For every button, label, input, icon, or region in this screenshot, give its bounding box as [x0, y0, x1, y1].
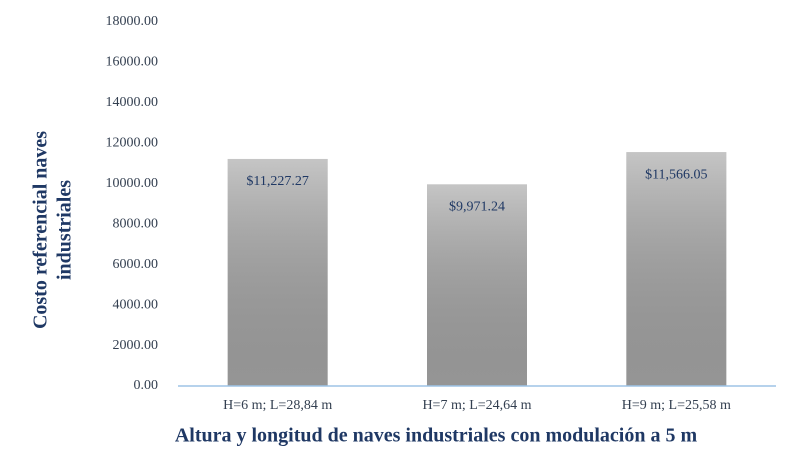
- y-tick-label: 0.00: [134, 378, 159, 393]
- y-axis-title-line: industriales: [54, 180, 76, 280]
- bar-shade: [626, 152, 727, 386]
- y-tick-label: 12000.00: [106, 136, 159, 151]
- bar-group: [626, 152, 727, 386]
- y-tick-label: 16000.00: [106, 55, 159, 70]
- bar-group: [427, 184, 527, 386]
- x-tick-label: H=9 m; L=25,58 m: [622, 398, 731, 413]
- data-label: $9,971.24: [449, 200, 505, 215]
- y-tick-label: 4000.00: [113, 297, 159, 312]
- y-tick-label: 6000.00: [113, 257, 159, 272]
- y-tick-label: 10000.00: [106, 176, 159, 191]
- y-axis-title: Costo referencial naves industriales: [30, 131, 76, 329]
- data-label: $11,566.05: [645, 167, 707, 182]
- x-tick-label: H=6 m; L=28,84 m: [223, 398, 332, 413]
- x-tick-label: H=7 m; L=24,64 m: [422, 398, 531, 413]
- y-tick-label: 2000.00: [113, 338, 159, 353]
- bar-group: [227, 158, 328, 386]
- data-label: $11,227.27: [246, 174, 308, 189]
- x-axis-title: Altura y longitud de naves industriales …: [175, 425, 698, 447]
- y-tick-label: 14000.00: [106, 95, 159, 110]
- y-axis-title-line: Costo referencial naves: [30, 131, 52, 329]
- y-tick-label: 18000.00: [106, 14, 159, 29]
- y-tick-label: 8000.00: [113, 216, 159, 231]
- bar-shade: [427, 184, 527, 386]
- bar-shade: [227, 158, 328, 386]
